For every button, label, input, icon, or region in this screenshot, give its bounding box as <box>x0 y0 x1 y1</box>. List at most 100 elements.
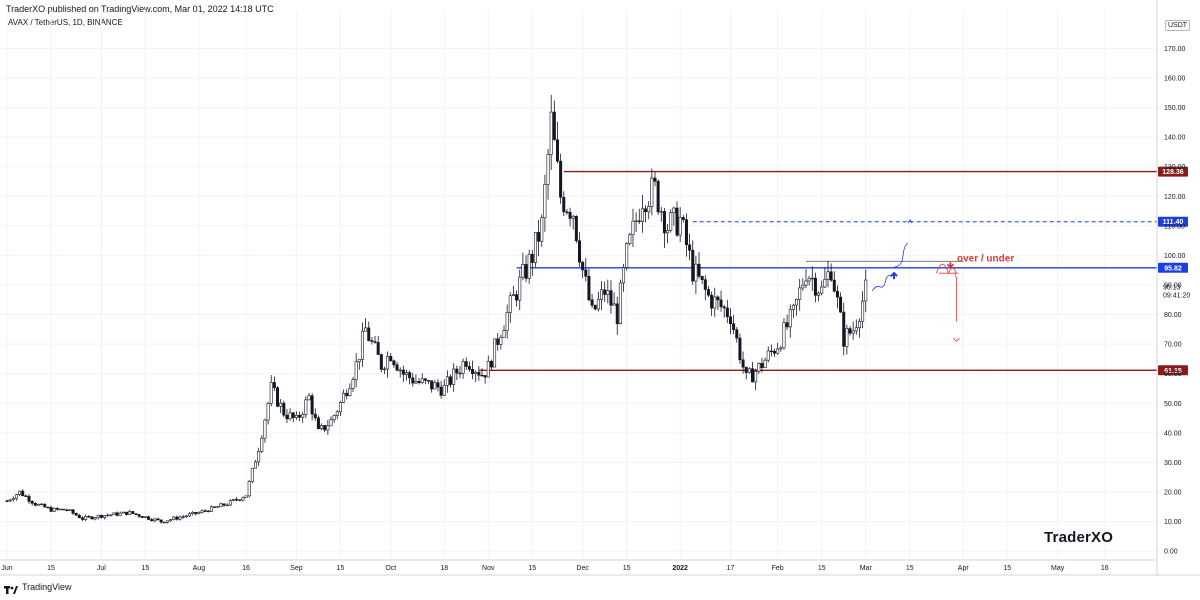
candle-body <box>713 296 717 309</box>
candle-body <box>228 500 232 506</box>
candle-body <box>662 211 666 234</box>
candle-body <box>159 519 163 523</box>
candle-body <box>294 414 298 419</box>
level-price-label: 128.36 <box>1162 169 1184 176</box>
candle-body <box>370 340 374 342</box>
candle-body <box>644 208 648 213</box>
candle-body <box>288 412 292 420</box>
candle-body <box>197 512 201 514</box>
candle-body <box>112 512 116 516</box>
candle-body <box>700 275 704 281</box>
candle-body <box>408 372 412 379</box>
candle-body <box>301 414 305 418</box>
candle-body <box>684 219 688 246</box>
candle-body <box>552 111 556 141</box>
candle-body <box>681 217 685 220</box>
candle-body <box>209 506 213 512</box>
candle-body <box>40 503 44 506</box>
candle-body <box>219 503 223 507</box>
candle-body <box>801 284 805 289</box>
candle-body <box>36 503 40 506</box>
candle-body <box>87 516 91 518</box>
candle-body <box>332 415 336 420</box>
candle-body <box>285 414 289 420</box>
grid-lines <box>0 10 1157 560</box>
x-tick-label: Oct <box>385 565 396 572</box>
candle-body <box>49 507 53 512</box>
candle-body <box>147 516 151 520</box>
candle-body <box>156 518 160 521</box>
level-price-label: 111.40 <box>1163 219 1184 226</box>
x-tick-label: May <box>1051 565 1065 572</box>
candle-body <box>817 292 821 296</box>
candle-body <box>307 395 311 401</box>
candle-body <box>52 507 56 512</box>
candle-body <box>257 451 261 463</box>
candle-body <box>109 514 113 516</box>
x-tick-label: 15 <box>47 565 55 572</box>
candle-body <box>549 111 553 155</box>
candle-body <box>115 512 119 516</box>
x-tick-label: 18 <box>440 565 448 572</box>
candle-body <box>238 499 242 501</box>
candle-body <box>609 290 613 306</box>
candle-body <box>96 514 100 519</box>
candle-body <box>546 154 550 185</box>
candle-body <box>351 379 355 389</box>
candle-body <box>27 496 31 502</box>
arrow-up-icon <box>890 271 898 280</box>
y-tick-label: 130.00 <box>1164 164 1186 171</box>
candle-body <box>131 511 135 514</box>
candle-body <box>411 377 415 384</box>
level-price-tag <box>1158 365 1188 376</box>
over-under-annotation: over / under <box>957 253 1014 264</box>
candle-body <box>458 372 462 375</box>
candle-body <box>216 506 220 508</box>
candle-body <box>703 279 707 290</box>
candle-body <box>200 510 204 513</box>
candle-body <box>640 208 644 222</box>
currency-unit-badge[interactable]: USDT <box>1165 20 1191 31</box>
candle-body <box>323 425 327 431</box>
candle-body <box>169 519 173 522</box>
candle-body <box>581 261 585 271</box>
candle-body <box>603 289 607 295</box>
y-tick-label: 150.00 <box>1164 105 1186 112</box>
candle-body <box>162 521 166 524</box>
candle-body <box>735 329 739 339</box>
candle-body <box>571 216 575 219</box>
candle-body <box>203 510 207 512</box>
candle-body <box>505 312 509 331</box>
candle-body <box>143 516 147 518</box>
candle-body <box>574 216 578 242</box>
candle-body <box>710 294 714 309</box>
y-tick-label: 0.00 <box>1164 549 1178 556</box>
candle-body <box>622 267 626 284</box>
candle-body <box>455 368 459 374</box>
candle-body <box>254 461 258 469</box>
candle-body <box>316 417 320 430</box>
candle-body <box>364 327 368 332</box>
candle-body <box>213 506 217 508</box>
level-price-tag <box>1158 166 1188 177</box>
candle-body <box>612 303 616 306</box>
candle-body <box>282 402 286 416</box>
candle-body <box>71 509 75 514</box>
candle-body <box>795 299 799 306</box>
footer: TradingView <box>4 580 72 594</box>
candle-body <box>134 513 138 515</box>
candle-body <box>304 399 308 415</box>
candle-body <box>782 322 786 349</box>
candle-body <box>842 311 846 347</box>
x-tick-label: Nov <box>482 565 495 572</box>
y-tick-label: 140.00 <box>1164 135 1186 142</box>
candle-body <box>757 362 761 372</box>
candle-body <box>24 495 28 497</box>
candle-body <box>279 402 283 407</box>
candle-body <box>766 350 770 361</box>
candle-body <box>568 211 572 219</box>
candle-body <box>826 271 830 280</box>
candle-body <box>848 328 852 334</box>
candle-body <box>776 348 780 354</box>
